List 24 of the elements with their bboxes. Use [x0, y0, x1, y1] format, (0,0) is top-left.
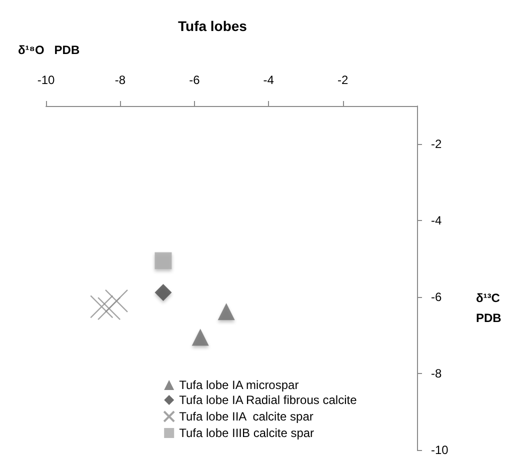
x-tick-label: -6 [189, 73, 200, 87]
x-axis-title: δ¹⁸O PDB [18, 43, 80, 57]
point [97, 296, 121, 320]
point [154, 252, 172, 270]
y-tick-label: -8 [431, 366, 442, 381]
y-tick-label: -10 [431, 443, 449, 457]
legend-label: Tufa lobe IIIB calcite spar [179, 426, 314, 440]
legend-label: Tufa lobe IIA calcite spar [179, 410, 314, 424]
point [154, 284, 172, 302]
y-tick-label: -4 [431, 214, 442, 228]
y-axis-title: δ¹³C PDB [476, 291, 502, 325]
y-tick-label: -6 [431, 290, 442, 304]
legend-label: Tufa lobe IA Radial fibrous calcite [179, 393, 358, 407]
x-tick-label: -10 [37, 73, 55, 87]
y-tick-label: -2 [431, 137, 442, 152]
legend-label: Tufa lobe IA microspar [179, 378, 299, 392]
point [90, 295, 114, 318]
point [192, 328, 209, 346]
point [218, 303, 235, 320]
chart-title: Tufa lobes [178, 18, 248, 34]
x-tick-label: -8 [114, 73, 126, 87]
x-tick-label: -4 [263, 73, 274, 87]
point [104, 289, 128, 313]
x-tick-label: -2 [337, 73, 348, 87]
